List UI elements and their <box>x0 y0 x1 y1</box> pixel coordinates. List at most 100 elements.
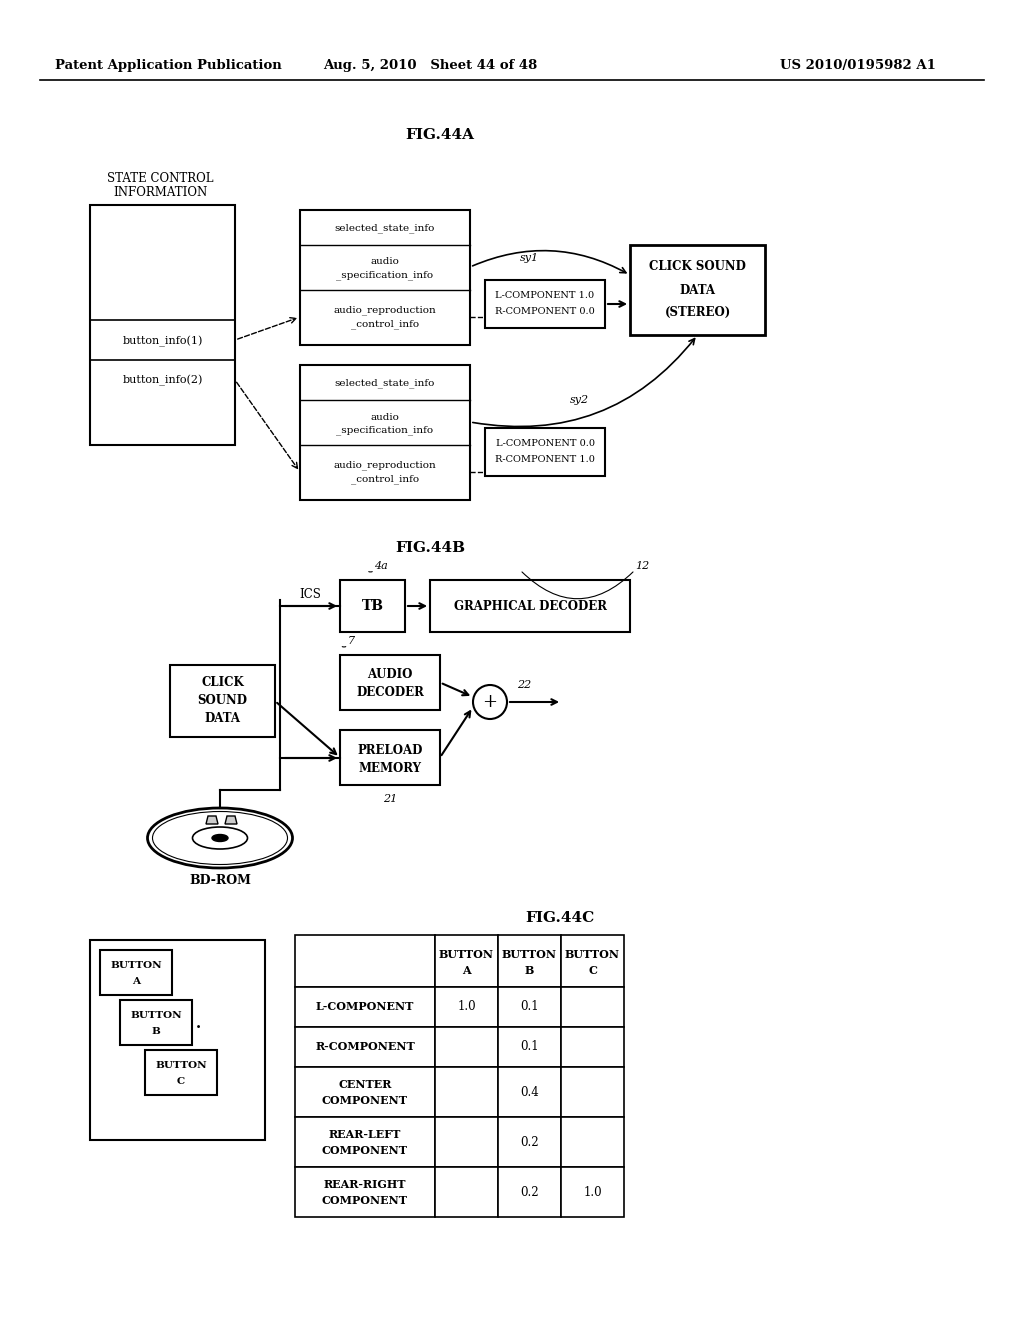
Bar <box>498 935 561 987</box>
Text: C: C <box>588 965 597 977</box>
Text: 21: 21 <box>383 795 397 804</box>
Text: BUTTON: BUTTON <box>130 1011 182 1020</box>
Text: GRAPHICAL DECODER: GRAPHICAL DECODER <box>454 599 606 612</box>
Bar <box>435 935 498 987</box>
Text: DATA: DATA <box>680 284 716 297</box>
Text: CENTER: CENTER <box>338 1080 392 1090</box>
Text: FIG.44A: FIG.44A <box>406 128 474 143</box>
Text: _specification_info: _specification_info <box>337 271 433 280</box>
Text: (STEREO): (STEREO) <box>665 305 731 318</box>
Polygon shape <box>206 816 218 824</box>
Bar <box>90 205 234 445</box>
Text: selected_state_info: selected_state_info <box>335 378 435 388</box>
Bar <box>340 655 440 710</box>
Text: audio: audio <box>371 412 399 421</box>
Text: L-COMPONENT 0.0: L-COMPONENT 0.0 <box>496 440 595 449</box>
Text: BUTTON: BUTTON <box>502 949 557 961</box>
Bar <box>90 940 265 1140</box>
Text: BUTTON: BUTTON <box>111 961 162 970</box>
Bar <box>340 730 440 785</box>
Text: audio_reproduction: audio_reproduction <box>334 305 436 315</box>
Text: .: . <box>195 1011 202 1034</box>
Text: A: A <box>462 965 471 977</box>
Text: FIG.44C: FIG.44C <box>525 911 595 925</box>
Bar <box>435 1067 498 1117</box>
Text: TB: TB <box>361 599 384 612</box>
Text: B: B <box>152 1027 161 1036</box>
Bar <box>630 246 765 335</box>
Text: C: C <box>177 1077 185 1086</box>
Text: L-COMPONENT: L-COMPONENT <box>315 1002 414 1012</box>
Text: ICS: ICS <box>299 589 321 602</box>
Text: BD-ROM: BD-ROM <box>189 874 251 887</box>
Text: REAR-LEFT: REAR-LEFT <box>329 1130 401 1140</box>
Text: selected_state_info: selected_state_info <box>335 223 435 232</box>
Bar <box>100 950 172 995</box>
Text: L-COMPONENT 1.0: L-COMPONENT 1.0 <box>496 292 595 301</box>
Ellipse shape <box>212 834 228 842</box>
Text: R-COMPONENT: R-COMPONENT <box>315 1041 415 1052</box>
Polygon shape <box>225 816 237 824</box>
Bar <box>295 987 435 1027</box>
Bar <box>561 1067 624 1117</box>
Bar <box>435 1167 498 1217</box>
Text: COMPONENT: COMPONENT <box>322 1146 408 1156</box>
Bar <box>498 1027 561 1067</box>
Text: R-COMPONENT 0.0: R-COMPONENT 0.0 <box>496 308 595 317</box>
Text: button_info(2): button_info(2) <box>122 375 203 385</box>
Text: 0.1: 0.1 <box>520 1001 539 1014</box>
Text: CLICK: CLICK <box>201 676 244 689</box>
Text: 0.4: 0.4 <box>520 1085 539 1098</box>
Bar <box>561 987 624 1027</box>
Text: _control_info: _control_info <box>351 474 419 484</box>
Text: FIG.44B: FIG.44B <box>395 541 465 554</box>
Text: audio_reproduction: audio_reproduction <box>334 461 436 470</box>
Text: A: A <box>132 978 140 986</box>
Text: sy1: sy1 <box>520 253 539 263</box>
Text: STATE CONTROL: STATE CONTROL <box>106 172 213 185</box>
Text: 4a: 4a <box>375 561 388 572</box>
Text: B: B <box>525 965 535 977</box>
Text: sy2: sy2 <box>570 395 589 405</box>
Text: PRELOAD: PRELOAD <box>357 743 423 756</box>
Bar <box>295 1027 435 1067</box>
Text: button_info(1): button_info(1) <box>122 335 203 347</box>
Text: REAR-RIGHT: REAR-RIGHT <box>324 1180 407 1191</box>
Text: +: + <box>482 693 498 711</box>
Bar <box>435 1027 498 1067</box>
Bar <box>120 1001 193 1045</box>
Text: 1.0: 1.0 <box>457 1001 476 1014</box>
Bar <box>295 1067 435 1117</box>
Bar <box>295 1167 435 1217</box>
Bar <box>300 366 470 500</box>
Text: COMPONENT: COMPONENT <box>322 1096 408 1106</box>
Text: Aug. 5, 2010   Sheet 44 of 48: Aug. 5, 2010 Sheet 44 of 48 <box>323 58 538 71</box>
Bar <box>295 1117 435 1167</box>
Bar <box>498 1167 561 1217</box>
Bar <box>498 1067 561 1117</box>
Text: US 2010/0195982 A1: US 2010/0195982 A1 <box>780 58 936 71</box>
Text: COMPONENT: COMPONENT <box>322 1196 408 1206</box>
Text: INFORMATION: INFORMATION <box>113 186 207 198</box>
Text: SOUND: SOUND <box>198 694 248 708</box>
Text: BUTTON: BUTTON <box>156 1061 207 1071</box>
Bar <box>340 579 406 632</box>
Text: 0.1: 0.1 <box>520 1040 539 1053</box>
Bar <box>145 1049 217 1096</box>
Text: BUTTON: BUTTON <box>439 949 494 961</box>
Text: MEMORY: MEMORY <box>358 762 422 775</box>
Bar <box>561 1117 624 1167</box>
Text: _specification_info: _specification_info <box>337 425 433 434</box>
Bar <box>170 665 275 737</box>
Text: 1.0: 1.0 <box>584 1185 602 1199</box>
Bar <box>561 1167 624 1217</box>
Bar <box>435 987 498 1027</box>
Text: 22: 22 <box>517 680 531 690</box>
Text: CLICK SOUND: CLICK SOUND <box>649 260 745 273</box>
Bar <box>485 280 605 327</box>
Text: 7: 7 <box>348 636 355 645</box>
Bar <box>435 1117 498 1167</box>
Text: audio: audio <box>371 257 399 267</box>
Text: DATA: DATA <box>205 713 241 726</box>
Bar <box>295 935 435 987</box>
